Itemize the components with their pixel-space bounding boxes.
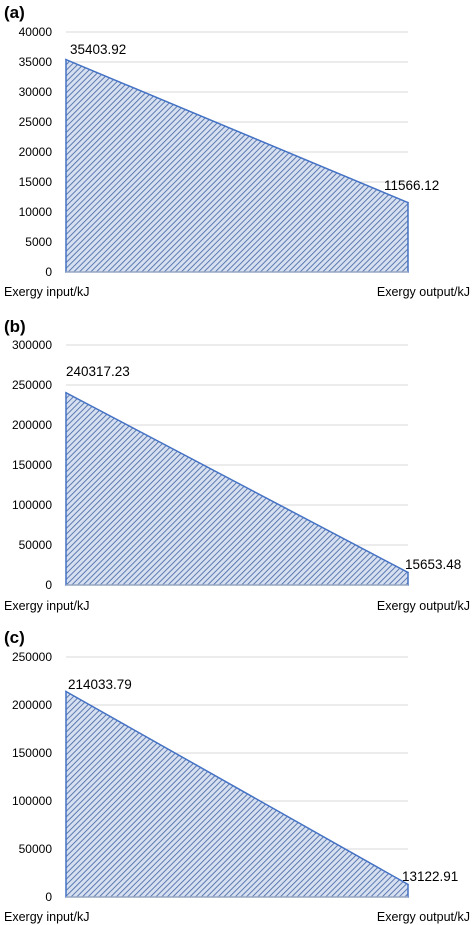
x-category-label: Exergy input/kJ [4, 285, 89, 299]
panel-label: (c) [4, 628, 25, 647]
y-tick-label: 30000 [19, 85, 53, 99]
x-category-label: Exergy input/kJ [4, 599, 89, 613]
data-label: 11566.12 [384, 178, 439, 193]
data-point [65, 391, 67, 394]
y-tick-label: 10000 [19, 205, 53, 219]
panel-label: (b) [4, 317, 26, 336]
panel-label: (a) [4, 3, 25, 22]
data-point [407, 201, 409, 204]
data-point [65, 690, 67, 693]
y-tick-label: 25000 [19, 115, 53, 129]
data-label: 214033.79 [68, 677, 132, 692]
y-tick-label: 0 [45, 578, 52, 592]
y-tick-label: 0 [45, 890, 52, 904]
y-tick-label: 200000 [12, 418, 52, 432]
x-category-label: Exergy output/kJ [377, 285, 470, 299]
y-tick-label: 150000 [12, 746, 52, 760]
area-series [65, 391, 409, 586]
data-point [65, 58, 67, 61]
data-label: 15653.48 [405, 557, 461, 572]
y-tick-label: 5000 [25, 235, 52, 249]
area-series [65, 690, 409, 898]
area-series [65, 58, 409, 273]
x-category-label: Exergy output/kJ [377, 599, 470, 613]
data-label: 240317.23 [66, 364, 130, 379]
y-tick-label: 50000 [19, 842, 53, 856]
y-tick-label: 100000 [12, 498, 52, 512]
chart-panel-c: (c) 0 50000 100000 150000 200000 250000 214033.… [4, 628, 470, 924]
y-tick-label: 35000 [19, 55, 53, 69]
y-tick-label: 200000 [12, 698, 52, 712]
data-label: 13122.91 [402, 869, 458, 884]
y-tick-label: 15000 [19, 175, 53, 189]
data-label: 35403.92 [70, 42, 126, 57]
y-tick-label: 100000 [12, 794, 52, 808]
y-tick-label: 300000 [12, 338, 52, 352]
y-tick-label: 40000 [19, 25, 53, 39]
y-tick-label: 150000 [12, 458, 52, 472]
data-point [407, 571, 409, 574]
y-tick-label: 250000 [12, 378, 52, 392]
x-category-label: Exergy input/kJ [4, 910, 89, 924]
x-category-label: Exergy output/kJ [377, 910, 470, 924]
y-tick-label: 20000 [19, 145, 53, 159]
y-tick-label: 0 [45, 265, 52, 279]
chart-panel-a: (a) 0 5000 10000 15000 20000 25000 30000 35000 40… [4, 3, 470, 299]
data-point [407, 883, 409, 886]
chart-panel-b: (b) 0 50000 100000 150000 200000 250000 300000 2… [4, 317, 470, 613]
y-tick-label: 50000 [19, 538, 53, 552]
y-tick-label: 250000 [12, 650, 52, 664]
